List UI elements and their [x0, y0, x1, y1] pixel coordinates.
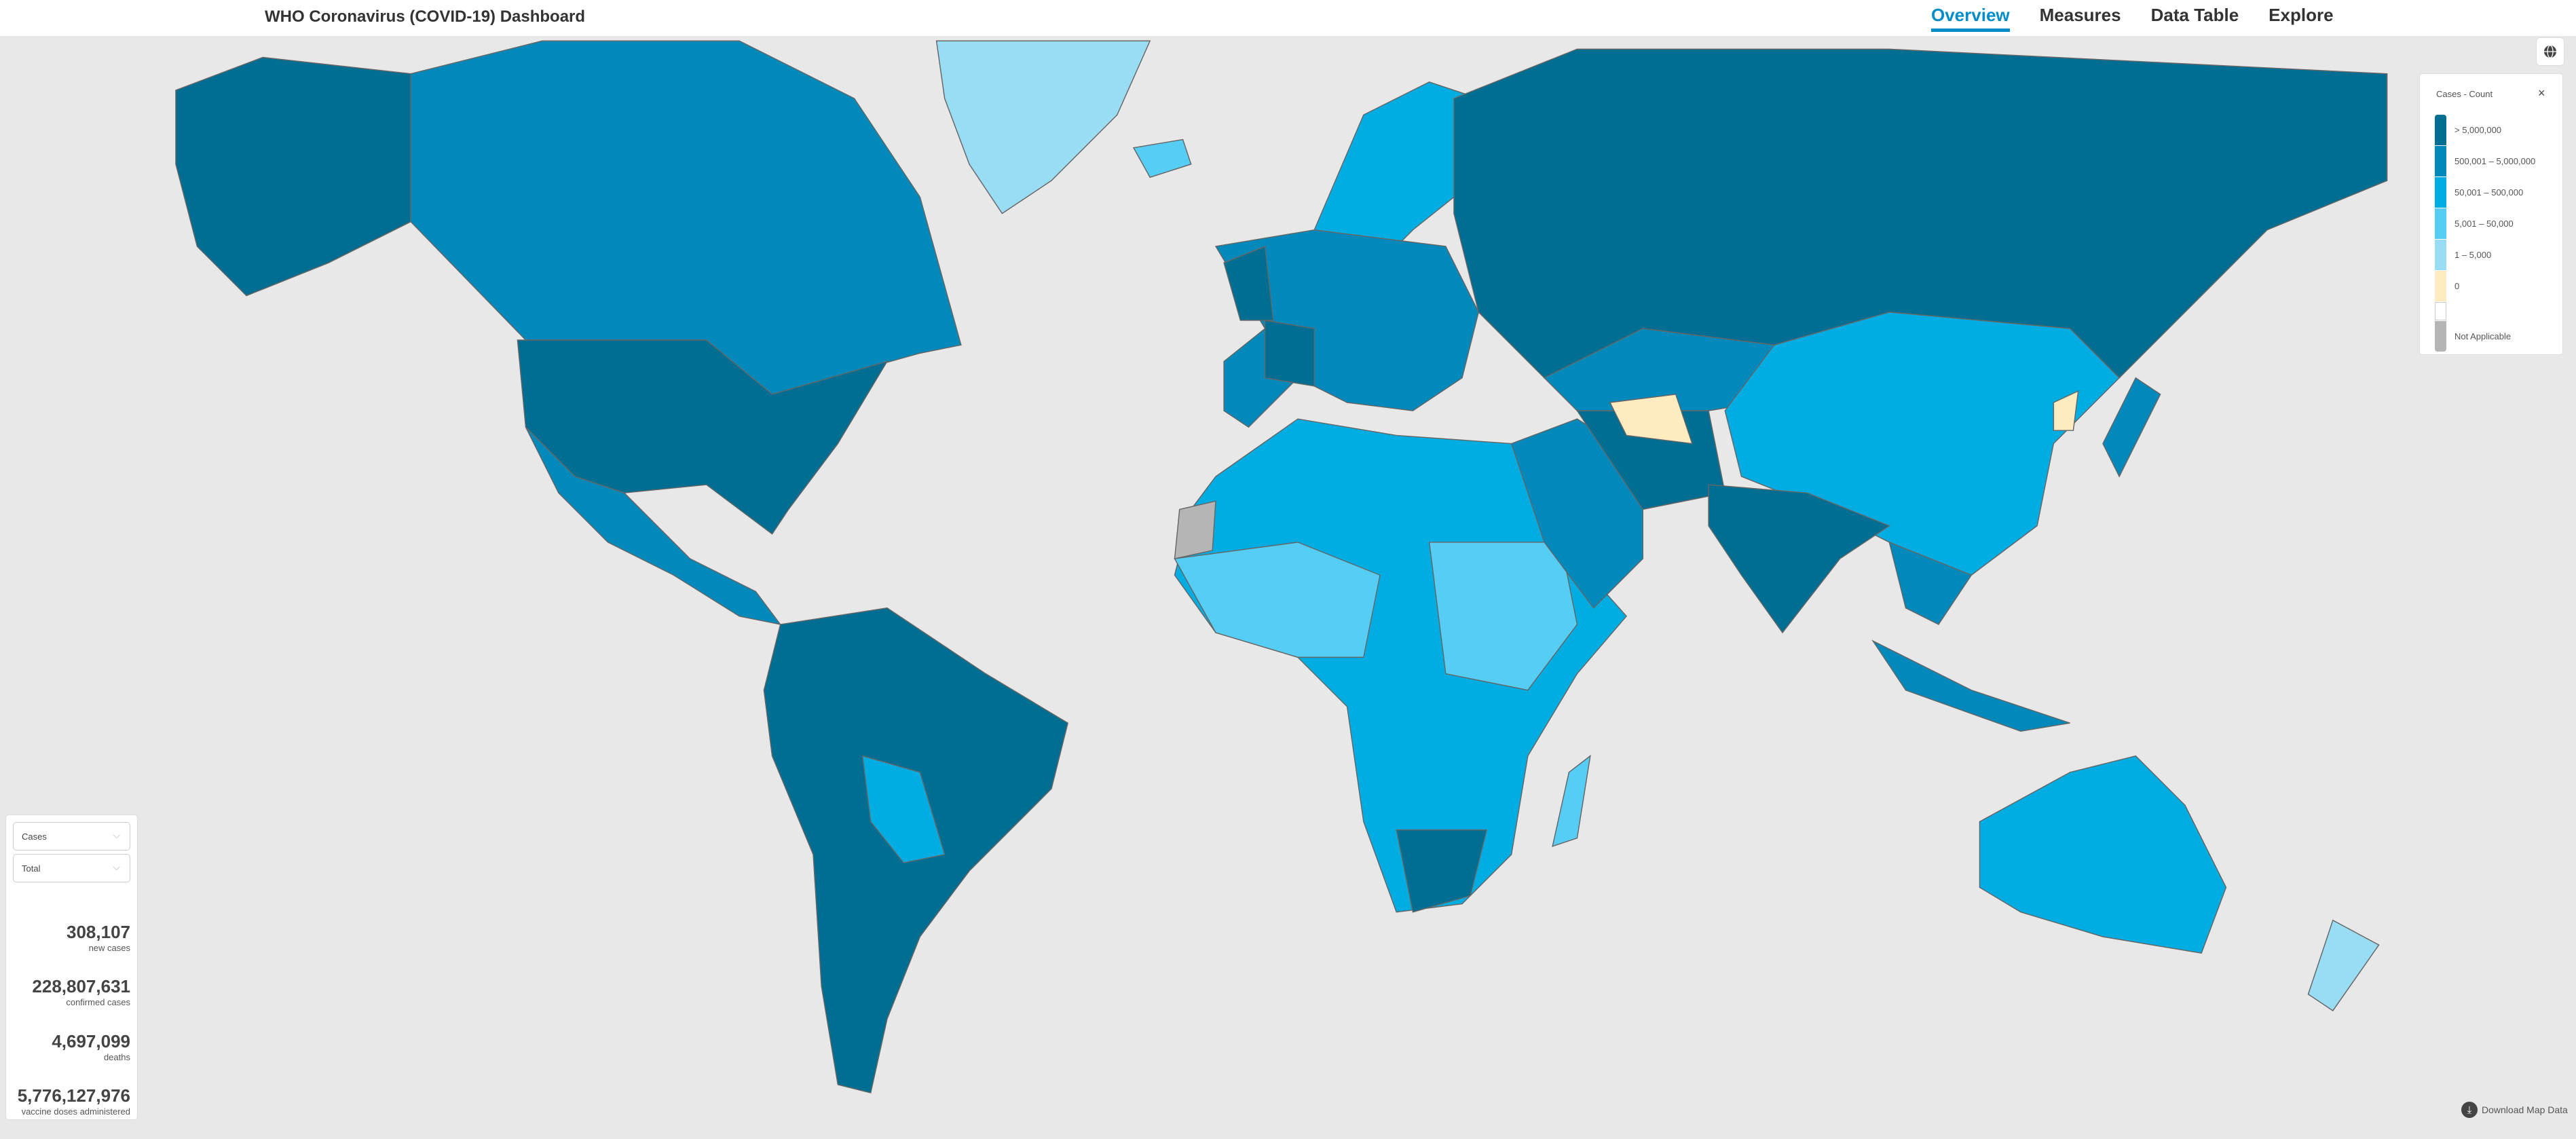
legend-swatch: [2435, 145, 2446, 176]
page-title: WHO Coronavirus (COVID-19) Dashboard: [265, 7, 586, 26]
close-icon[interactable]: ×: [2538, 86, 2545, 100]
stat-value: 308,107: [67, 922, 130, 942]
legend-swatch: [2435, 301, 2446, 320]
region-west-africa[interactable]: [1174, 542, 1381, 658]
legend-label: > 5,000,000: [2454, 124, 2502, 135]
globe-toggle-button[interactable]: [2536, 37, 2564, 66]
region-east-africa[interactable]: [1428, 542, 1578, 691]
metric-select-value: Cases: [22, 832, 47, 842]
region-uk[interactable]: [1223, 245, 1274, 321]
legend-item: 5,001 – 50,000: [2435, 208, 2535, 239]
legend-item: Not Applicable: [2435, 320, 2535, 352]
region-france[interactable]: [1264, 320, 1315, 387]
region-bolivia-paraguay[interactable]: [861, 755, 946, 863]
legend-items: > 5,000,000 500,001 – 5,000,000 50,001 – 5…: [2435, 114, 2535, 352]
legend-swatch: [2435, 176, 2446, 208]
region-australia[interactable]: [1979, 755, 2227, 954]
map-legend: Cases - Count × > 5,000,000 500,001 – 5,0…: [2419, 73, 2563, 355]
legend-swatch: [2435, 270, 2446, 301]
region-middle-east[interactable]: [1510, 418, 1644, 609]
stat-vaccine-doses: 5,776,127,976 vaccine doses administered: [18, 1085, 130, 1117]
legend-label: 0: [2454, 280, 2460, 291]
chevron-down-icon: ⌵: [113, 861, 120, 872]
region-south-africa[interactable]: [1396, 829, 1488, 913]
download-map-data-button[interactable]: ⤓ Download Map Data: [2461, 1102, 2568, 1118]
legend-label: 50,001 – 500,000: [2454, 187, 2524, 198]
legend-title: Cases - Count: [2436, 89, 2493, 99]
region-turkmenistan[interactable]: [1609, 394, 1693, 445]
nav-explore[interactable]: Explore: [2269, 5, 2334, 25]
legend-item: 0: [2435, 270, 2535, 301]
region-indonesia[interactable]: [1871, 639, 2070, 732]
stat-value: 4,697,099: [52, 1031, 130, 1051]
region-greenland[interactable]: [935, 40, 1151, 214]
legend-label: 5,001 – 50,000: [2454, 218, 2514, 229]
world-map[interactable]: [0, 36, 2576, 1136]
stat-label: deaths: [103, 1052, 130, 1062]
summary-panel: Cases ⌵ Total ⌵ 308,107 new cases 228,80…: [5, 815, 138, 1120]
region-alaska[interactable]: [175, 56, 411, 297]
legend-item: 1 – 5,000: [2435, 239, 2535, 270]
region-southeast-asia[interactable]: [1888, 541, 1973, 625]
region-north-korea[interactable]: [2053, 390, 2079, 431]
region-madagascar[interactable]: [1552, 754, 1591, 847]
nav-measures[interactable]: Measures: [2039, 5, 2121, 25]
metric-select[interactable]: Cases ⌵: [13, 822, 130, 851]
download-label: Download Map Data: [2482, 1104, 2568, 1115]
stat-new-cases: 308,107 new cases: [67, 922, 130, 953]
legend-item: [2435, 301, 2535, 320]
legend-swatch: [2435, 114, 2446, 145]
stat-confirmed-cases: 228,807,631 confirmed cases: [32, 976, 130, 1007]
stat-deaths: 4,697,099 deaths: [52, 1031, 130, 1062]
legend-label: Not Applicable: [2454, 331, 2512, 341]
region-canada[interactable]: [410, 40, 962, 395]
chevron-down-icon: ⌵: [113, 829, 120, 840]
main-nav: Overview Measures Data Table Explore: [1931, 5, 2334, 32]
legend-item: > 5,000,000: [2435, 114, 2535, 145]
globe-icon: [2544, 45, 2556, 58]
period-select-value: Total: [22, 863, 41, 874]
nav-data-table[interactable]: Data Table: [2150, 5, 2239, 25]
stat-label: new cases: [88, 943, 130, 953]
legend-swatch: [2435, 320, 2446, 352]
legend-item: 500,001 – 5,000,000: [2435, 145, 2535, 176]
legend-swatch: [2435, 208, 2446, 239]
legend-label: 500,001 – 5,000,000: [2454, 155, 2536, 166]
legend-item: 50,001 – 500,000: [2435, 176, 2535, 208]
region-india[interactable]: [1708, 484, 1890, 634]
top-header: WHO Coronavirus (COVID-19) Dashboard Ove…: [0, 0, 2576, 36]
download-icon: ⤓: [2461, 1102, 2478, 1118]
stat-label: vaccine doses administered: [21, 1106, 130, 1117]
stat-value: 5,776,127,976: [17, 1085, 130, 1106]
legend-label: 1 – 5,000: [2454, 249, 2492, 260]
region-new-zealand[interactable]: [2307, 919, 2380, 1011]
region-japan[interactable]: [2102, 377, 2161, 478]
stat-value: 228,807,631: [32, 976, 130, 996]
nav-overview[interactable]: Overview: [1931, 5, 2010, 32]
region-iceland[interactable]: [1132, 138, 1192, 179]
map-svg[interactable]: [0, 36, 2576, 1136]
stat-label: confirmed cases: [66, 997, 130, 1007]
legend-swatch: [2435, 239, 2446, 270]
region-western-sahara[interactable]: [1174, 500, 1216, 559]
period-select[interactable]: Total ⌵: [13, 854, 130, 882]
